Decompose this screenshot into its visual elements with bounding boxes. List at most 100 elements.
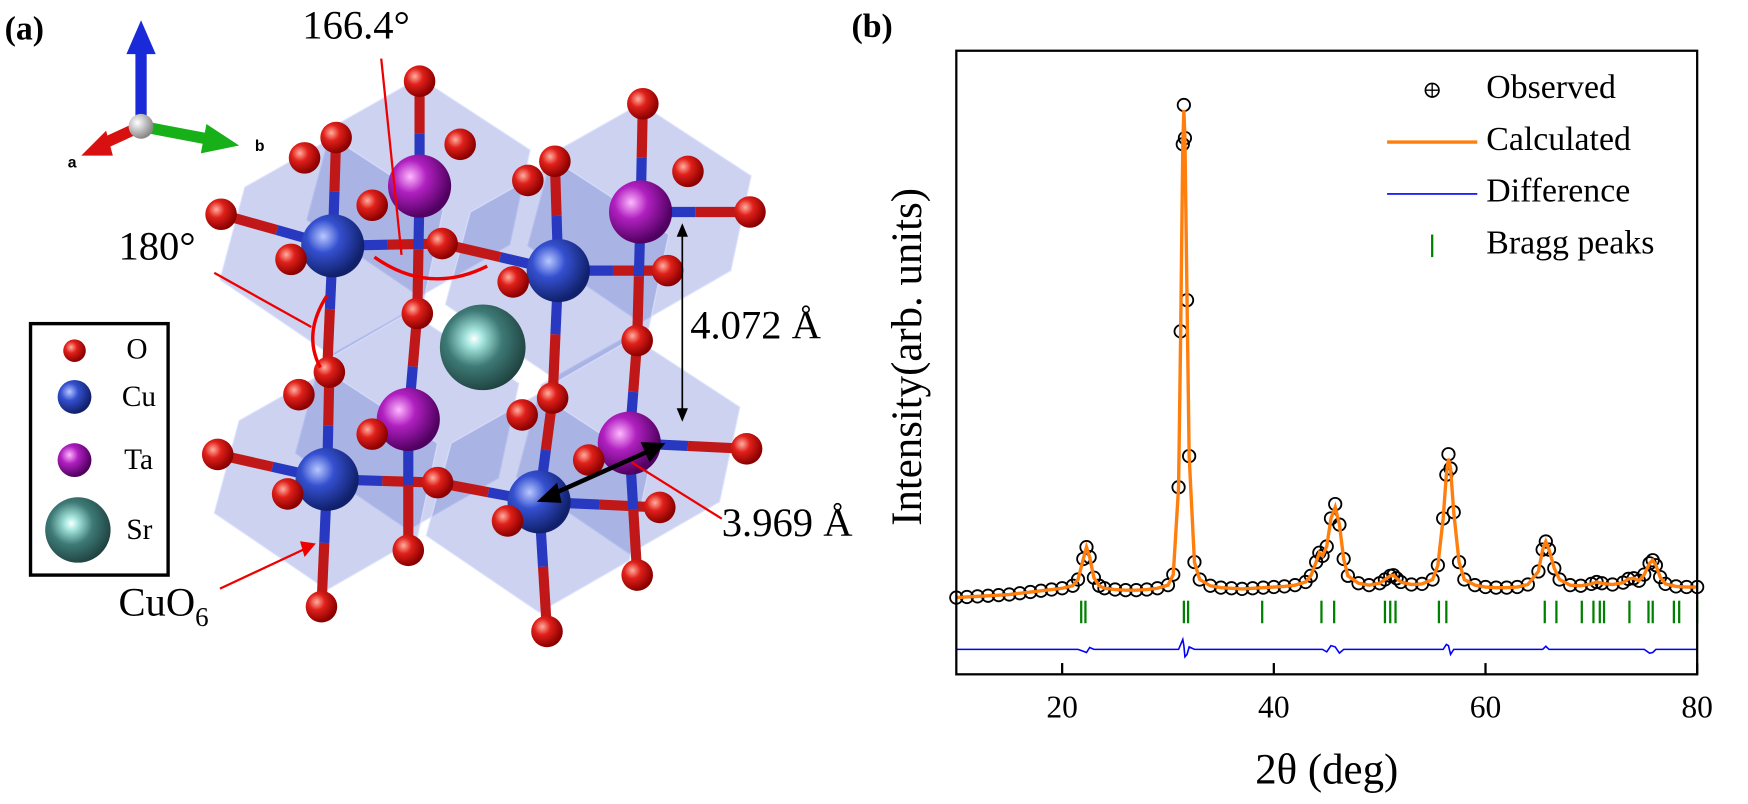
oxygen-atom: [734, 196, 766, 228]
arrow-head: [676, 223, 688, 237]
oxygen-atom: [356, 189, 388, 222]
angle-label: 166.4°: [302, 3, 410, 48]
legend-label: O: [126, 334, 147, 366]
observed-point: [1425, 572, 1440, 587]
series-line: [956, 636, 1698, 659]
legend-label: Difference: [1486, 173, 1630, 210]
legend-strontium: [45, 497, 111, 563]
angle-arc: [311, 294, 329, 369]
polyhedron-label: CuO6: [118, 580, 208, 632]
angle-pointer: [213, 271, 312, 328]
arrow-head: [640, 442, 666, 463]
angle-arc: [373, 255, 488, 281]
oxygen-atom: [444, 128, 476, 161]
observed-point: [1303, 568, 1318, 583]
distance-label: 4.072 Å: [690, 303, 821, 348]
oxygen-atom: [403, 65, 436, 97]
distance-label: 3.969 Å: [722, 500, 853, 545]
oxygen-atom: [275, 243, 307, 276]
legend-marker: [1425, 83, 1439, 97]
observed-point: [1538, 534, 1553, 549]
observed-point: [1637, 567, 1652, 582]
oxygen-atom: [497, 266, 529, 298]
metal-atom: [376, 387, 440, 452]
arrow-head: [300, 541, 316, 558]
arrow-head: [676, 408, 688, 422]
panel-label: (b): [851, 8, 892, 45]
distance-arrow: [547, 446, 656, 499]
atom-legend: O Cu Ta Sr: [28, 321, 170, 577]
metal-atom: [301, 214, 365, 278]
metal-atom: [295, 447, 359, 511]
x-tick-label: 60: [1470, 690, 1502, 725]
oxygen-atom: [621, 559, 653, 591]
polyhedron-formula: CuO: [118, 580, 195, 625]
oxygen-atom: [491, 505, 524, 537]
a-axis-head: [81, 130, 113, 156]
legend-label: Calculated: [1486, 121, 1631, 158]
oxygen-atom: [512, 164, 544, 197]
oxygen-atom: [313, 356, 346, 388]
x-tick-label: 40: [1258, 690, 1290, 725]
oxygen-atom: [201, 438, 234, 471]
crystal-structure: [201, 65, 766, 648]
oxygen-atom: [305, 590, 338, 623]
oxygen-atom: [506, 399, 538, 431]
oxygen-atom: [356, 418, 388, 450]
y-axis-label: Intensity(arb. units): [884, 188, 931, 526]
oxygen-atom: [643, 491, 676, 524]
distance-pointer: [630, 461, 723, 520]
legend-label: Bragg peaks: [1486, 225, 1654, 262]
legend-copper: [57, 380, 92, 414]
observed-point: [1389, 571, 1404, 586]
legend-oxygen: [63, 339, 86, 362]
oxygen-atom: [651, 254, 684, 287]
metal-atom: [526, 239, 590, 303]
polyhedron-subscript: 6: [195, 602, 209, 632]
angle-label: 180°: [118, 224, 195, 269]
legend-tantalum: [57, 443, 92, 477]
x-tick-label: 80: [1681, 690, 1713, 725]
legend-label: Sr: [126, 514, 152, 546]
b-axis-head: [200, 124, 240, 154]
oxygen-atom: [271, 478, 304, 510]
oxygen-atom: [539, 145, 571, 178]
observed-point: [1315, 548, 1330, 563]
oxygen-atom: [283, 378, 315, 411]
c-axis-head: [126, 20, 156, 55]
x-axis-label: 2θ (deg): [1255, 746, 1398, 793]
polyhedron-pointer: [219, 547, 308, 590]
oxygen-atom: [288, 142, 321, 174]
observed-point: [1192, 572, 1207, 587]
observed-point: [1552, 572, 1567, 587]
sr-atom: [439, 304, 526, 391]
oxygen-atom: [672, 155, 704, 188]
oxygen-atom: [627, 87, 659, 120]
oxygen-atom: [421, 466, 454, 499]
arrow-head: [536, 482, 562, 503]
a-axis-label: a: [68, 155, 77, 172]
origin-sphere: [128, 113, 154, 139]
x-tick-label: 20: [1046, 690, 1078, 725]
b-axis-label: b: [255, 138, 265, 155]
series-line: [956, 109, 1698, 600]
oxygen-atom: [205, 198, 237, 231]
oxygen-atom: [392, 534, 425, 567]
axis-indicator: a b: [68, 20, 265, 172]
observed-point: [1176, 97, 1191, 113]
oxygen-atom: [536, 382, 569, 414]
oxygen-atom: [621, 324, 653, 357]
oxygen-atom: [320, 121, 352, 154]
oxygen-atom: [426, 227, 458, 260]
angle-pointer: [380, 58, 403, 255]
metal-atom: [609, 180, 673, 244]
legend-label: Ta: [124, 444, 153, 476]
oxygen-atom: [730, 433, 763, 465]
panel-label: (a): [5, 10, 44, 47]
observed-point: [1457, 572, 1472, 587]
xrd-chart: 20 40 60 80 2θ (deg) Intensity(arb. units) Obs…: [884, 49, 1713, 793]
oxygen-atom: [401, 297, 434, 330]
legend-label: Cu: [122, 381, 157, 413]
